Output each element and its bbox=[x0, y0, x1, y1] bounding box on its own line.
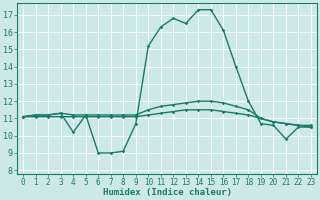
X-axis label: Humidex (Indice chaleur): Humidex (Indice chaleur) bbox=[103, 188, 232, 197]
